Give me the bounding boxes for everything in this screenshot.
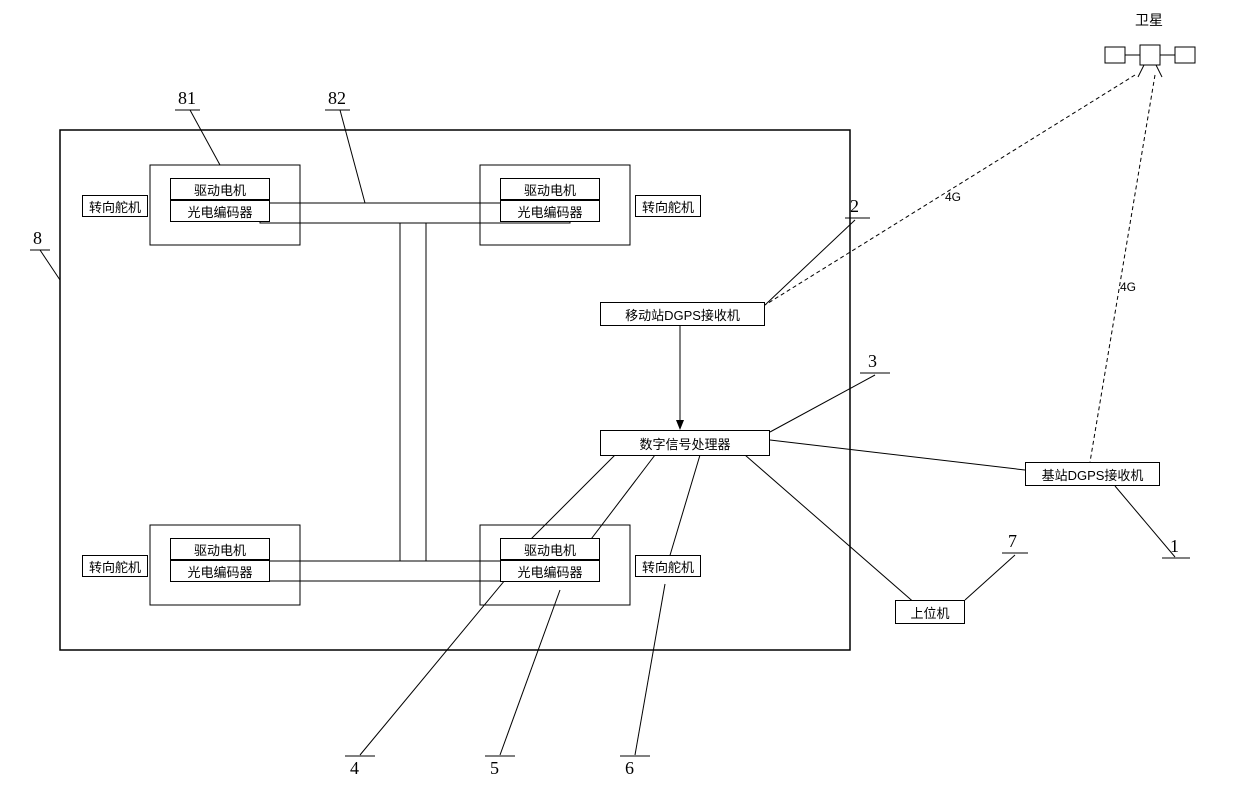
label-8: 8 [33,228,42,249]
box-host: 上位机 [895,600,965,624]
box-base-dgps: 基站DGPS接收机 [1025,462,1160,486]
box-motor-BR: 驱动电机 [500,538,600,560]
box-servo-TL: 转向舵机 [82,195,148,217]
label-7: 7 [1008,531,1017,552]
box-encoder-BR: 光电编码器 [500,560,600,582]
box-servo-TR: 转向舵机 [635,195,701,217]
label-6: 6 [625,758,634,779]
box-motor-BL: 驱动电机 [170,538,270,560]
label-2: 2 [850,196,859,217]
box-encoder-TL: 光电编码器 [170,200,270,222]
label-4g-2: 4G [1120,280,1136,294]
label-satellite: 卫星 [1135,10,1163,30]
box-encoder-TR: 光电编码器 [500,200,600,222]
label-4: 4 [350,758,359,779]
box-motor-TL: 驱动电机 [170,178,270,200]
box-mobile-dgps: 移动站DGPS接收机 [600,302,765,326]
box-encoder-BL: 光电编码器 [170,560,270,582]
box-dsp: 数字信号处理器 [600,430,770,456]
label-5: 5 [490,758,499,779]
label-4g-1: 4G [945,190,961,204]
label-3: 3 [868,351,877,372]
box-motor-TR: 驱动电机 [500,178,600,200]
label-1: 1 [1170,536,1179,557]
diagram-canvas [0,0,1240,790]
label-81: 81 [178,88,196,109]
box-servo-BR: 转向舵机 [635,555,701,577]
box-servo-BL: 转向舵机 [82,555,148,577]
label-82: 82 [328,88,346,109]
